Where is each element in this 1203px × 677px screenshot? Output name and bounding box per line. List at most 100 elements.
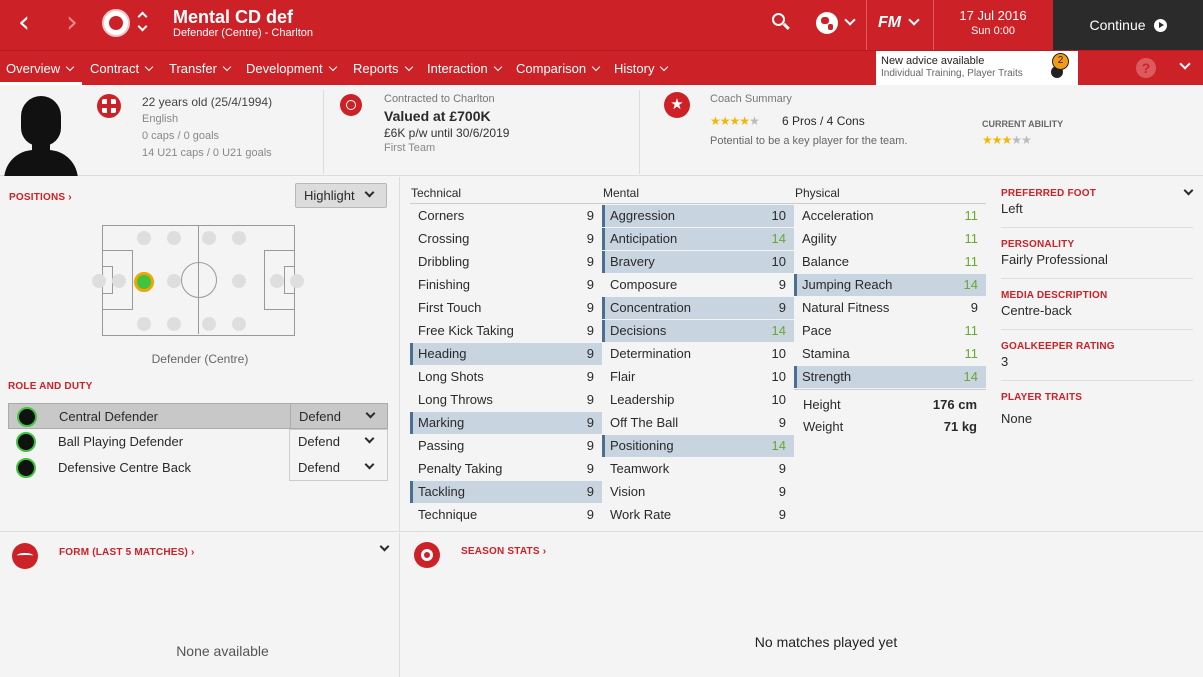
chevron-down-icon: [222, 62, 232, 72]
options-chevron-icon[interactable]: [1179, 58, 1191, 70]
player-switch-arrows[interactable]: [137, 10, 149, 36]
attribute-row[interactable]: Anticipation 14: [602, 228, 794, 250]
info-label: GOALKEEPER RATING: [1001, 341, 1115, 352]
attribute-row[interactable]: Agility 11: [794, 228, 986, 250]
form-link[interactable]: FORM (LAST 5 MATCHES) ›: [59, 547, 195, 558]
page-title: Mental CD def: [173, 7, 294, 27]
attribute-name: Concentration: [610, 300, 691, 315]
help-icon[interactable]: ?: [1136, 58, 1156, 78]
attribute-row[interactable]: Free Kick Taking 9: [410, 320, 602, 342]
attribute-row[interactable]: Composure 9: [602, 274, 794, 296]
menu-interaction[interactable]: Interaction: [427, 61, 502, 76]
advice-panel[interactable]: New advice available Individual Training…: [876, 51, 1078, 85]
weight-label: Weight: [803, 419, 844, 434]
chevron-down-icon[interactable]: [364, 459, 375, 470]
attribute-row[interactable]: Vision 9: [602, 481, 794, 503]
menu-history[interactable]: History: [614, 61, 669, 76]
menu-comparison[interactable]: Comparison: [516, 61, 601, 76]
attribute-row[interactable]: Tackling 9: [410, 481, 602, 503]
menu-contract[interactable]: Contract: [90, 61, 154, 76]
attribute-row[interactable]: Penalty Taking 9: [410, 458, 602, 480]
attribute-row[interactable]: Jumping Reach 14: [794, 274, 986, 296]
attribute-row[interactable]: Decisions 14: [602, 320, 794, 342]
info-label: PLAYER TRAITS: [1001, 392, 1083, 403]
attribute-row[interactable]: Concentration 9: [602, 297, 794, 319]
attribute-row[interactable]: Passing 9: [410, 435, 602, 457]
fm-logo[interactable]: FM: [878, 14, 902, 31]
attribute-row[interactable]: Teamwork 9: [602, 458, 794, 480]
squad-status: First Team: [384, 142, 436, 154]
mental-list: Aggression 10 Anticipation 14 Bravery 10 Compo…: [602, 205, 794, 527]
globe-icon[interactable]: [816, 12, 838, 34]
attribute-name: Natural Fitness: [802, 300, 890, 315]
globe-dropdown-chevron-icon[interactable]: [844, 14, 856, 26]
menu-transfer[interactable]: Transfer: [169, 61, 232, 76]
fm-dropdown-chevron-icon[interactable]: [908, 14, 920, 26]
attribute-row[interactable]: Bravery 10: [602, 251, 794, 273]
attribute-name: Balance: [802, 254, 849, 269]
attribute-row[interactable]: Determination 10: [602, 343, 794, 365]
attribute-row[interactable]: Work Rate 9: [602, 504, 794, 526]
back-arrow-icon[interactable]: ‹: [18, 5, 30, 40]
season-stats-link[interactable]: SEASON STATS ›: [461, 546, 547, 557]
attribute-row[interactable]: Corners 9: [410, 205, 602, 227]
player-caps: 0 caps / 0 goals: [142, 130, 220, 142]
attribute-row[interactable]: Long Shots 9: [410, 366, 602, 388]
role-icon: [16, 458, 36, 478]
club-crest[interactable]: [102, 9, 130, 37]
chevron-down-icon[interactable]: [365, 408, 376, 419]
attribute-name: Corners: [418, 208, 465, 223]
forward-arrow-icon[interactable]: ›: [66, 5, 78, 40]
attribute-row[interactable]: Crossing 9: [410, 228, 602, 250]
attribute-row[interactable]: Pace 11: [794, 320, 986, 342]
attribute-row[interactable]: Flair 10: [602, 366, 794, 388]
highlight-select[interactable]: Highlight: [295, 183, 387, 208]
attribute-row[interactable]: Aggression 10: [602, 205, 794, 227]
attribute-row[interactable]: Acceleration 11: [794, 205, 986, 227]
attribute-name: First Touch: [418, 300, 482, 315]
attribute-row[interactable]: Off The Ball 9: [602, 412, 794, 434]
coach-star-icon: ★: [664, 92, 690, 118]
attribute-row[interactable]: Technique 9: [410, 504, 602, 526]
attribute-row[interactable]: Stamina 11: [794, 343, 986, 365]
attribute-row[interactable]: Balance 11: [794, 251, 986, 273]
continue-button[interactable]: Continue: [1053, 0, 1203, 50]
panel-collapse-chevron-icon[interactable]: [1183, 185, 1194, 196]
form-dropdown-chevron-icon[interactable]: [379, 541, 390, 552]
attribute-value: 10: [771, 392, 786, 407]
attribute-name: Finishing: [418, 277, 471, 292]
height-value: 176 cm: [932, 397, 977, 412]
attribute-row[interactable]: Heading 9: [410, 343, 602, 365]
positions-link[interactable]: POSITIONS ›: [9, 192, 72, 203]
continue-label: Continue: [1089, 17, 1146, 33]
menu-overview[interactable]: Overview: [6, 61, 75, 76]
attribute-row[interactable]: Dribbling 9: [410, 251, 602, 273]
menu-development[interactable]: Development: [246, 61, 337, 76]
time-display: Sun 0:00: [970, 25, 1016, 37]
role-row[interactable]: Ball Playing Defender Defend: [8, 429, 388, 481]
attribute-row[interactable]: Marking 9: [410, 412, 602, 434]
attribute-name: Leadership: [610, 392, 675, 407]
attribute-row[interactable]: Positioning 14: [602, 435, 794, 457]
attribute-value: 9: [586, 277, 594, 292]
role-row[interactable]: Defensive Centre Back Defend: [8, 455, 388, 481]
attribute-value: 9: [586, 231, 594, 246]
attribute-row[interactable]: Finishing 9: [410, 274, 602, 296]
menu-reports[interactable]: Reports: [353, 61, 413, 76]
search-icon[interactable]: [772, 13, 790, 31]
attribute-value: 9: [586, 438, 594, 453]
player-avatar: [4, 90, 78, 176]
attribute-value: 9: [586, 392, 594, 407]
duty-select[interactable]: Defend: [298, 434, 340, 449]
attribute-row[interactable]: Strength 14: [794, 366, 986, 388]
star-icon: ★: [991, 133, 1003, 147]
role-row[interactable]: Central Defender Defend: [8, 403, 388, 429]
attribute-name: Passing: [418, 438, 465, 453]
attribute-row[interactable]: Long Throws 9: [410, 389, 602, 411]
pitch-diagram: [102, 225, 295, 336]
duty-select[interactable]: Defend: [299, 409, 341, 424]
duty-select[interactable]: Defend: [298, 460, 340, 475]
attribute-row[interactable]: Leadership 10: [602, 389, 794, 411]
attribute-row[interactable]: Natural Fitness 9: [794, 297, 986, 319]
attribute-row[interactable]: First Touch 9: [410, 297, 602, 319]
